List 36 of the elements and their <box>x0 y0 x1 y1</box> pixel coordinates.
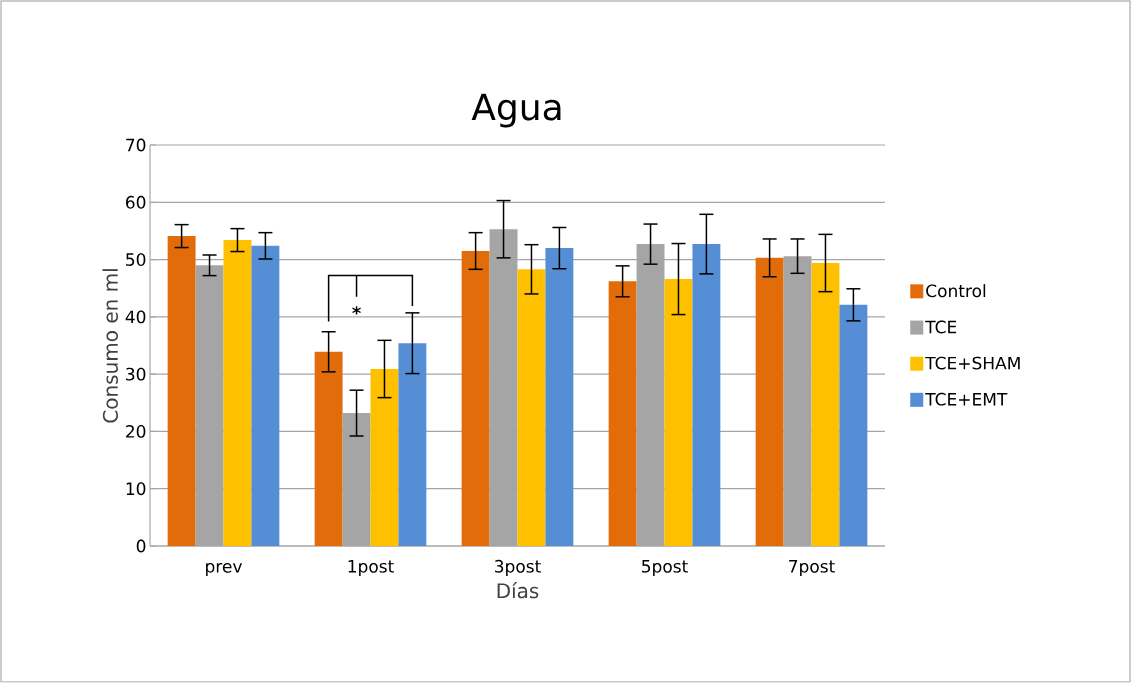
bar <box>839 304 868 546</box>
bar <box>664 279 693 546</box>
legend-label: TCE+SHAM <box>925 356 1020 370</box>
bar <box>461 250 490 546</box>
y-tick-label: 40 <box>125 310 146 324</box>
y-tick-label: 70 <box>126 138 146 152</box>
bar <box>692 244 721 546</box>
y-tick-label: 30 <box>126 367 146 381</box>
chart-title: Agua <box>471 93 561 128</box>
y-tick-label: 60 <box>126 195 146 209</box>
bar <box>398 343 427 546</box>
x-tick-label: prev <box>206 562 242 576</box>
legend-label: TCE+EMT <box>925 392 1008 406</box>
annotation: * <box>352 306 361 315</box>
bar <box>755 257 784 546</box>
x-tick-label: 3post <box>495 559 541 576</box>
legend-label: TCE <box>925 320 957 334</box>
x-tick-label: 7post <box>789 560 835 576</box>
bar <box>167 236 196 546</box>
x-axis-title: Días <box>497 582 539 599</box>
bar <box>545 248 574 546</box>
bar <box>811 263 840 546</box>
legend-label: Control <box>926 284 986 298</box>
bar <box>517 269 546 546</box>
bar <box>314 351 343 546</box>
bar <box>370 368 399 546</box>
y-tick-label: 10 <box>126 482 146 496</box>
y-tick-label: 0 <box>136 539 146 553</box>
y-tick-label: 50 <box>126 253 146 266</box>
bar <box>608 281 637 546</box>
y-axis-title: Consumo en ml <box>102 269 118 423</box>
y-tick-label: 20 <box>126 424 146 438</box>
bar <box>223 240 252 546</box>
x-tick-label: 1post <box>348 560 394 576</box>
x-tick-label: 5post <box>642 560 688 576</box>
bar <box>251 245 280 546</box>
